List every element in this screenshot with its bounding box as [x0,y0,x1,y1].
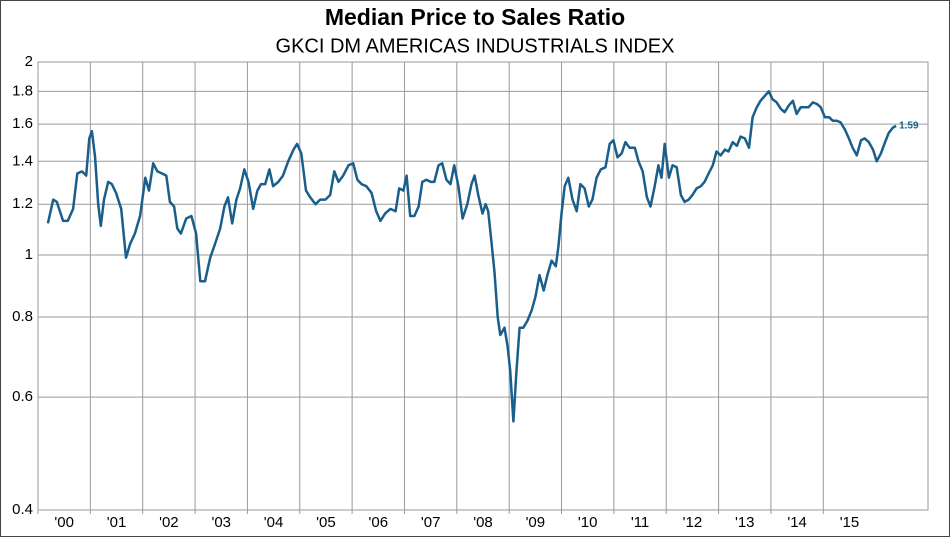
x-tick-label: '06 [369,514,389,531]
x-tick-label: '02 [159,514,179,531]
x-tick-label: '00 [54,514,74,531]
y-tick-label: 1.2 [12,195,33,212]
chart-title: Median Price to Sales Ratio [325,4,625,30]
x-tick-label: '01 [107,514,127,531]
y-tick-label: 2 [25,53,33,70]
x-tick-label: '12 [683,514,703,531]
y-tick-label: 0.8 [12,308,33,325]
x-tick-label: '04 [264,514,284,531]
y-tick-label: 0.6 [12,388,33,405]
x-tick-label: '07 [421,514,441,531]
x-tick-label: '11 [631,514,649,531]
x-tick-label: '13 [735,514,755,531]
x-tick-label: '15 [840,514,860,531]
x-tick-label: '10 [578,514,598,531]
y-tick-label: 0.4 [12,501,33,518]
data-label: 1.59 [899,120,919,131]
x-tick-label: '03 [211,514,231,531]
data-line [46,90,897,423]
y-tick-label: 1.8 [12,82,33,99]
chart-subtitle: GKCI DM AMERICAS INDUSTRIALS INDEX [276,35,675,57]
x-tick-label: '14 [787,514,807,531]
y-tick-label: 1 [25,246,33,263]
y-tick-label: 1.6 [12,115,33,132]
y-tick-label: 1.4 [12,152,33,169]
x-tick-label: '09 [526,514,546,531]
x-tick-label: '08 [473,514,493,531]
x-tick-label: '05 [316,514,336,531]
